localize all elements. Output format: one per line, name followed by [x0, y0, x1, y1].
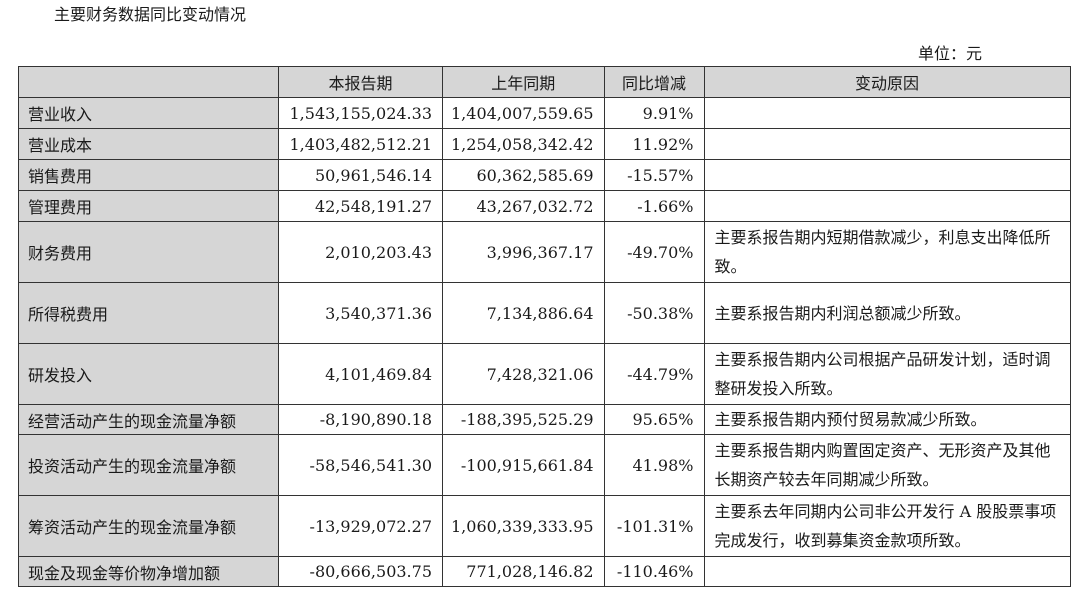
table-row: 筹资活动产生的现金流量净额 -13,929,072.27 1,060,339,3…	[18, 495, 1071, 557]
table-row: 现金及现金等价物净增加额 -80,666,503.75 771,028,146.…	[18, 556, 1071, 587]
change-value: -50.38%	[603, 282, 705, 344]
row-label: 投资活动产生的现金流量净额	[18, 434, 279, 496]
reason-text: 主要系报告期内预付贸易款减少所致。	[703, 404, 1071, 435]
table-row: 销售费用 50,961,546.14 60,362,585.69 -15.57%	[18, 159, 1071, 191]
prior-value: 43,267,032.72	[442, 190, 605, 222]
row-label: 销售费用	[18, 159, 279, 191]
current-value: 4,101,469.84	[278, 343, 443, 405]
table-row: 投资活动产生的现金流量净额 -58,546,541.30 -100,915,66…	[18, 434, 1071, 496]
current-value: -58,546,541.30	[278, 434, 443, 496]
table-row: 管理费用 42,548,191.27 43,267,032.72 -1.66%	[18, 190, 1071, 222]
row-label: 筹资活动产生的现金流量净额	[18, 495, 279, 557]
reason-text: 主要系报告期内短期借款减少，利息支出降低所致。	[703, 221, 1071, 283]
financial-table: 本报告期 上年同期 同比增减 变动原因 营业收入 1,543,155,024.3…	[18, 66, 1071, 587]
change-value: -110.46%	[603, 556, 705, 587]
row-label: 经营活动产生的现金流量净额	[18, 404, 279, 435]
row-label: 管理费用	[18, 190, 279, 222]
prior-value: 3,996,367.17	[442, 221, 605, 283]
row-label: 所得税费用	[18, 282, 279, 344]
header-current-period: 本报告期	[278, 66, 443, 98]
table-row: 所得税费用 3,540,371.36 7,134,886.64 -50.38% …	[18, 282, 1071, 344]
prior-value: 7,134,886.64	[442, 282, 605, 344]
page-title: 主要财务数据同比变动情况	[54, 5, 247, 24]
row-label: 研发投入	[18, 343, 279, 405]
change-value: 95.65%	[603, 404, 705, 435]
current-value: 1,543,155,024.33	[278, 97, 443, 129]
reason-text: 主要系报告期内购置固定资产、无形资产及其他长期资产较去年同期减少所致。	[703, 434, 1071, 496]
prior-value: 1,060,339,333.95	[442, 495, 605, 557]
row-label: 现金及现金等价物净增加额	[18, 556, 279, 587]
prior-value: 1,404,007,559.65	[442, 97, 605, 129]
change-value: -44.79%	[603, 343, 705, 405]
reason-text	[703, 97, 1071, 129]
header-change-reason: 变动原因	[703, 66, 1071, 98]
table-header-row: 本报告期 上年同期 同比增减 变动原因	[18, 66, 1071, 98]
prior-value: -100,915,661.84	[442, 434, 605, 496]
table-row: 研发投入 4,101,469.84 7,428,321.06 -44.79% 主…	[18, 343, 1071, 405]
change-value: -49.70%	[603, 221, 705, 283]
current-value: 3,540,371.36	[278, 282, 443, 344]
table-row: 经营活动产生的现金流量净额 -8,190,890.18 -188,395,525…	[18, 404, 1071, 435]
row-label: 财务费用	[18, 221, 279, 283]
table-row: 营业收入 1,543,155,024.33 1,404,007,559.65 9…	[18, 97, 1071, 129]
prior-value: 771,028,146.82	[442, 556, 605, 587]
table-row: 营业成本 1,403,482,512.21 1,254,058,342.42 1…	[18, 128, 1071, 160]
current-value: -80,666,503.75	[278, 556, 443, 587]
reason-text: 主要系报告期内利润总额减少所致。	[703, 282, 1071, 344]
current-value: 1,403,482,512.21	[278, 128, 443, 160]
reason-text	[703, 159, 1071, 191]
unit-label: 单位：元	[918, 44, 983, 63]
change-value: -1.66%	[603, 190, 705, 222]
reason-text: 主要系报告期内公司根据产品研发计划，适时调整研发投入所致。	[703, 343, 1071, 405]
prior-value: 1,254,058,342.42	[442, 128, 605, 160]
prior-value: 60,362,585.69	[442, 159, 605, 191]
reason-text	[703, 556, 1071, 587]
reason-text: 主要系去年同期内公司非公开发行 A 股股票事项完成发行，收到募集资金款项所致。	[703, 495, 1071, 557]
table-row: 财务费用 2,010,203.43 3,996,367.17 -49.70% 主…	[18, 221, 1071, 283]
row-label: 营业成本	[18, 128, 279, 160]
change-value: 11.92%	[603, 128, 705, 160]
row-label: 营业收入	[18, 97, 279, 129]
current-value: 50,961,546.14	[278, 159, 443, 191]
current-value: 42,548,191.27	[278, 190, 443, 222]
change-value: 9.91%	[603, 97, 705, 129]
prior-value: 7,428,321.06	[442, 343, 605, 405]
reason-text	[703, 128, 1071, 160]
change-value: 41.98%	[603, 434, 705, 496]
change-value: -101.31%	[603, 495, 705, 557]
current-value: -8,190,890.18	[278, 404, 443, 435]
header-item	[18, 66, 279, 98]
header-yoy-change: 同比增减	[603, 66, 705, 98]
reason-text	[703, 190, 1071, 222]
current-value: -13,929,072.27	[278, 495, 443, 557]
current-value: 2,010,203.43	[278, 221, 443, 283]
prior-value: -188,395,525.29	[442, 404, 605, 435]
change-value: -15.57%	[603, 159, 705, 191]
header-prior-period: 上年同期	[442, 66, 605, 98]
